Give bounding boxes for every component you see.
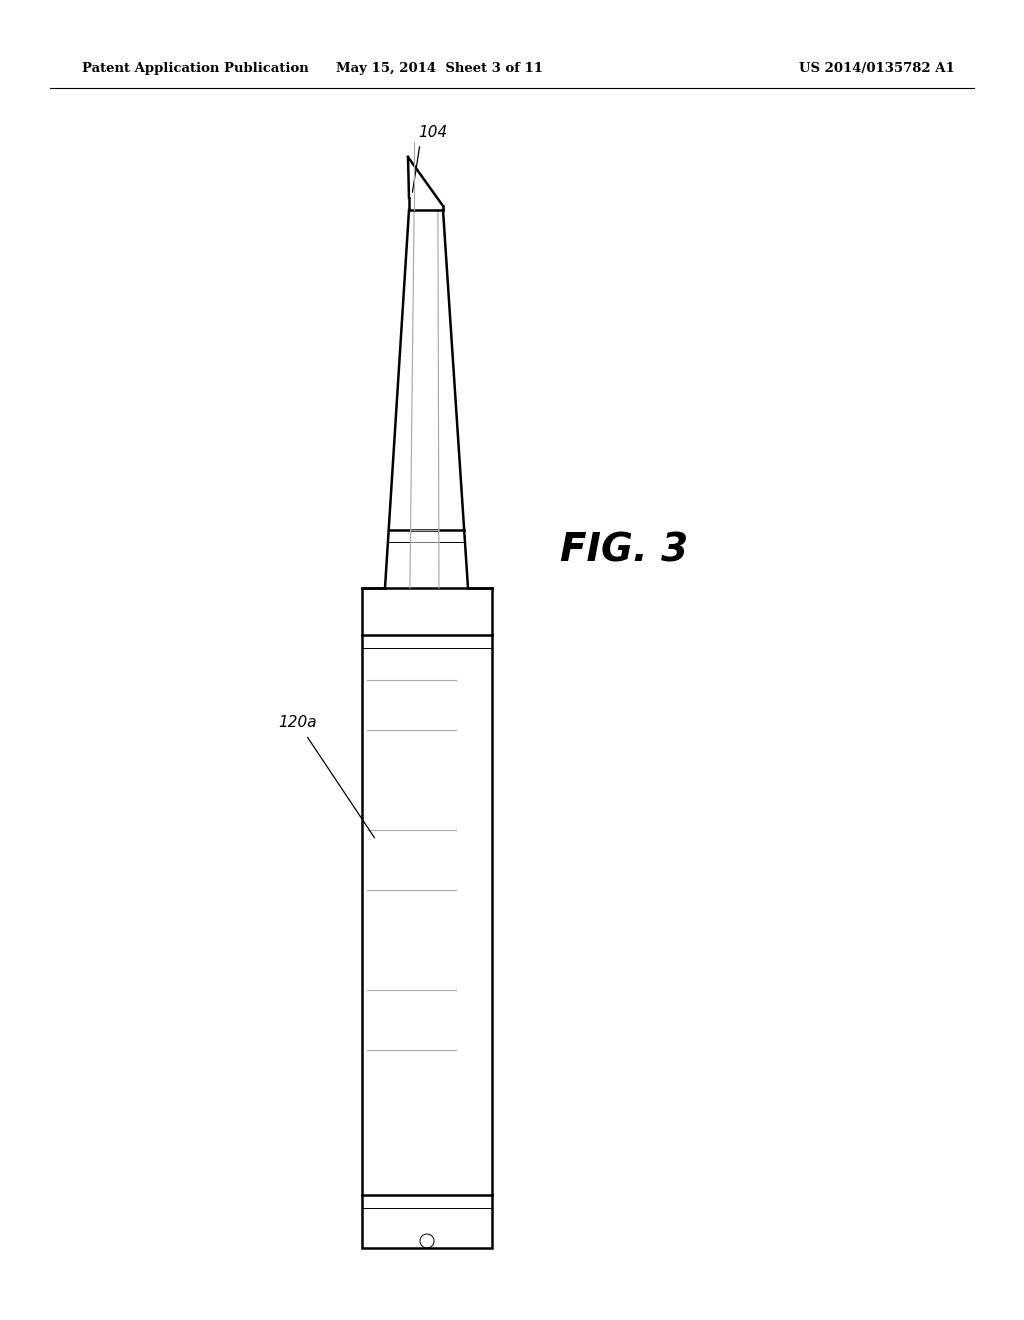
Text: May 15, 2014  Sheet 3 of 11: May 15, 2014 Sheet 3 of 11 bbox=[337, 62, 544, 75]
Text: 120a: 120a bbox=[278, 715, 316, 730]
Text: 104: 104 bbox=[418, 125, 447, 140]
Text: US 2014/0135782 A1: US 2014/0135782 A1 bbox=[800, 62, 955, 75]
Bar bbox=[362, 587, 492, 1247]
Text: FIG. 3: FIG. 3 bbox=[560, 531, 688, 569]
Text: Patent Application Publication: Patent Application Publication bbox=[82, 62, 309, 75]
